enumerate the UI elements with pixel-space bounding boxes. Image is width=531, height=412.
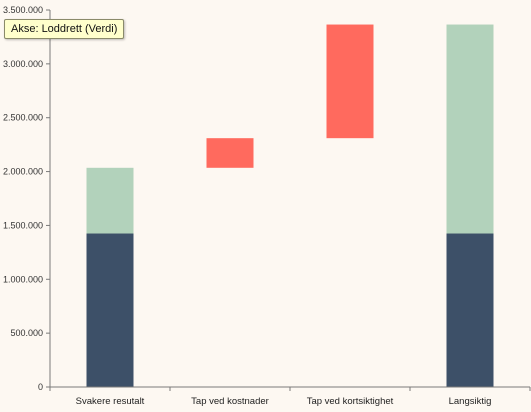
y-tick-labels: 0 500.000 1.000.000 1.500.000 2.000.000 2.500… (3, 5, 43, 392)
bar-3-segment-1 (446, 24, 494, 234)
x-category-label: Langsiktig (449, 396, 492, 407)
bar-1-segment-0 (206, 138, 254, 168)
x-tick-labels: Svakere resutalt Tap ved kostnader Tap ved… (76, 396, 492, 407)
y-tick-label: 500.000 (10, 328, 43, 338)
y-tick-label: 1.000.000 (3, 274, 43, 284)
axes-layer (46, 9, 531, 391)
y-tick-label: 1.500.000 (3, 220, 43, 230)
x-category-label: Tap ved kortsiktighet (307, 396, 394, 407)
bar-layer (86, 24, 494, 387)
x-category-label: Tap ved kostnader (191, 396, 269, 407)
axis-tooltip: Akse: Loddrett (Verdi) (4, 19, 125, 39)
bar-0-segment-0 (86, 233, 134, 387)
y-tick-label: 3.000.000 (3, 59, 43, 69)
bar-2-segment-0 (326, 24, 374, 139)
bar-3-segment-0 (446, 233, 494, 387)
y-tick-label: 0 (38, 382, 43, 392)
y-tick-label: 3.500.000 (3, 5, 43, 15)
y-tick-label: 2.500.000 (3, 113, 43, 123)
x-category-label: Svakere resutalt (76, 396, 145, 407)
y-tick-label: 2.000.000 (3, 167, 43, 177)
bar-0-segment-1 (86, 167, 134, 234)
